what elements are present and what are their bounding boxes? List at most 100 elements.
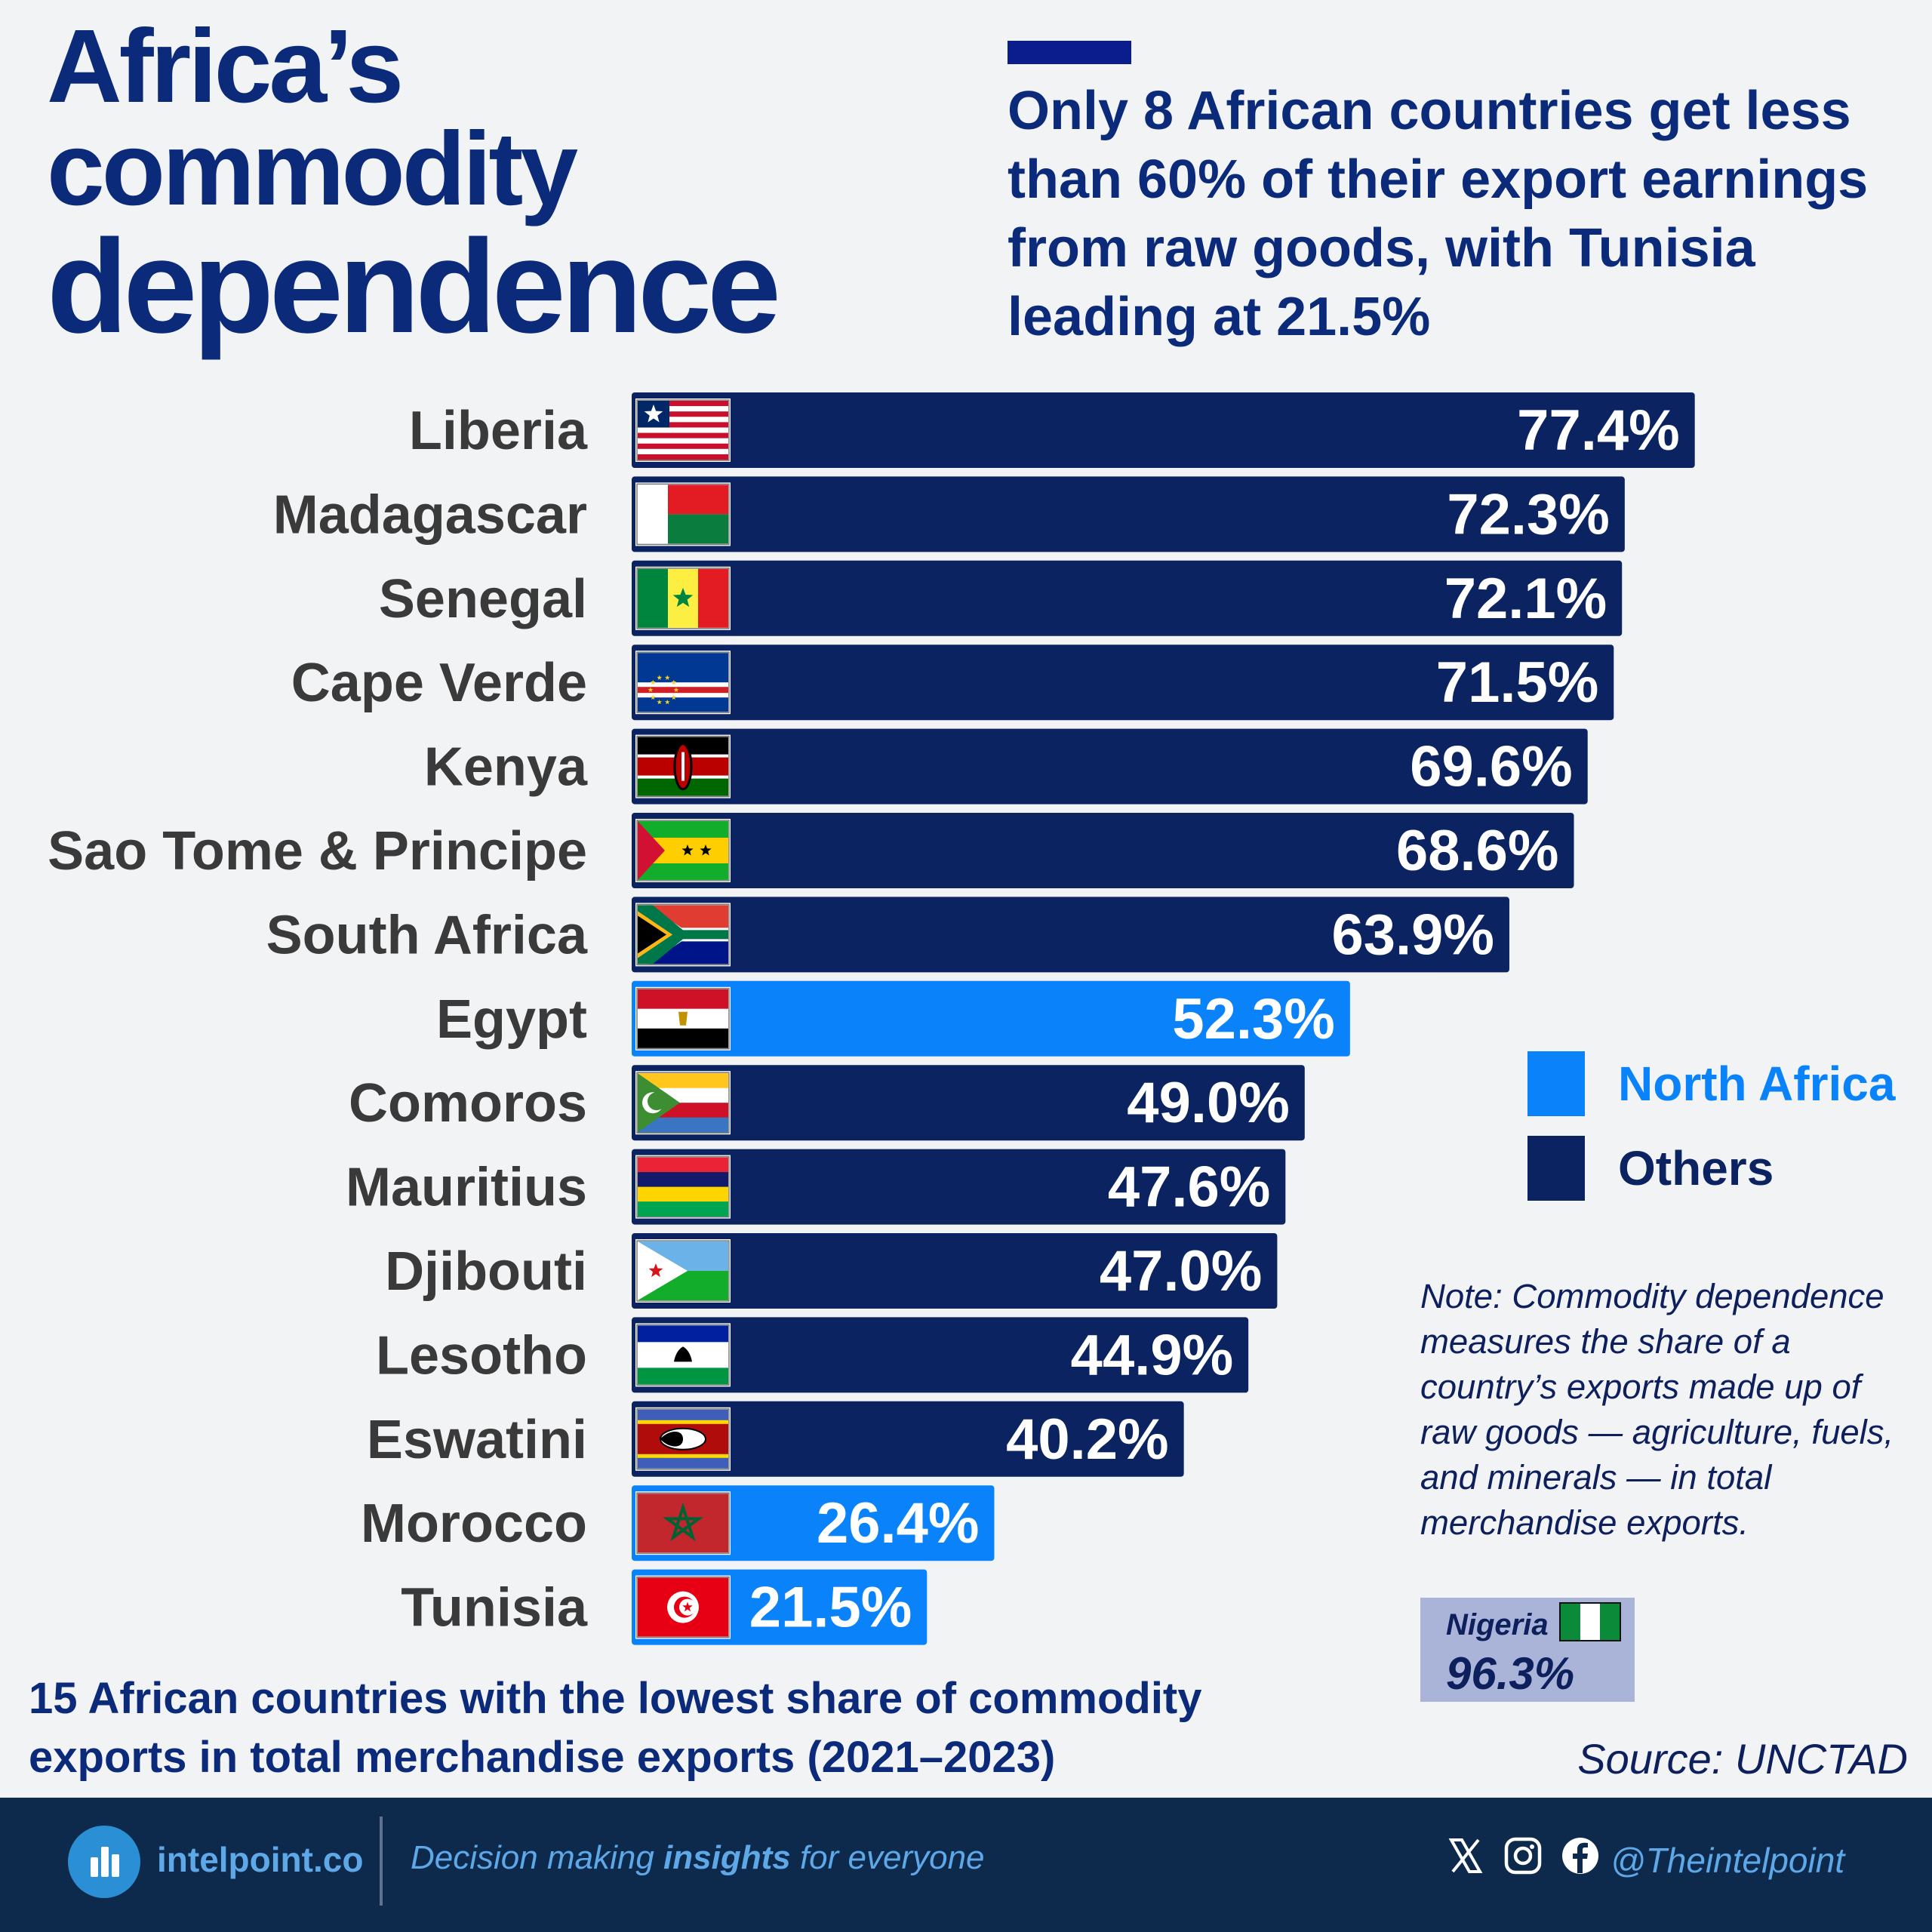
page-title: Africa’s commodity dependence xyxy=(47,14,781,361)
bar-row-eswatini: Eswatini 40.2% xyxy=(367,1401,1184,1477)
value-label-djibouti: 47.0% xyxy=(1100,1239,1263,1303)
sao-tome-flag-icon xyxy=(635,819,731,882)
category-label-liberia: Liberia xyxy=(409,401,588,461)
category-label-tunisia: Tunisia xyxy=(401,1578,588,1638)
nigeria-flag-icon xyxy=(1559,1602,1621,1641)
bar-sao-tome-principe xyxy=(632,813,1574,888)
legend-item-north-africa: North Africa xyxy=(1527,1051,1895,1116)
bar-row-senegal: Senegal 72.1% xyxy=(379,560,1623,636)
cape-verde-flag-icon xyxy=(635,651,731,715)
value-label-lesotho: 44.9% xyxy=(1071,1323,1234,1387)
value-label-south-africa: 63.9% xyxy=(1331,903,1494,967)
x-icon[interactable] xyxy=(1445,1835,1486,1876)
tagline-post: for everyone xyxy=(790,1839,985,1876)
tunisia-flag-icon xyxy=(635,1575,731,1639)
bar-row-liberia: Liberia 77.4% xyxy=(409,392,1695,468)
category-label-madagascar: Madagascar xyxy=(273,485,587,545)
category-label-djibouti: Djibouti xyxy=(385,1241,587,1302)
value-label-eswatini: 40.2% xyxy=(1006,1407,1169,1472)
category-label-egypt: Egypt xyxy=(436,989,587,1050)
value-label-madagascar: 72.3% xyxy=(1447,482,1610,546)
title-line-3: dependence xyxy=(47,213,781,361)
bar-eswatini xyxy=(632,1401,1184,1477)
bar-row-egypt: Egypt 52.3% xyxy=(436,980,1350,1057)
senegal-flag-icon xyxy=(635,566,731,630)
bar-row-comoros: Comoros 49.0% xyxy=(349,1065,1305,1141)
value-label-cape-verde: 71.5% xyxy=(1436,651,1599,715)
comoros-flag-icon xyxy=(635,1071,731,1135)
value-label-sao-tome-principe: 68.6% xyxy=(1396,819,1559,883)
legend-label-north-africa: North Africa xyxy=(1618,1057,1896,1111)
value-label-egypt: 52.3% xyxy=(1172,987,1335,1051)
value-label-senegal: 72.1% xyxy=(1444,567,1607,631)
category-label-lesotho: Lesotho xyxy=(376,1325,587,1386)
egypt-flag-icon xyxy=(635,986,731,1051)
bar-comoros xyxy=(632,1065,1305,1141)
footer-handle[interactable]: @Theintelpoint xyxy=(1611,1841,1845,1880)
category-label-morocco: Morocco xyxy=(361,1494,587,1554)
source-text: Source: UNCTAD xyxy=(1577,1735,1908,1783)
mauritius-flag-icon xyxy=(635,1155,731,1219)
value-label-tunisia: 21.5% xyxy=(749,1576,912,1640)
south-africa-flag-icon xyxy=(635,903,731,967)
category-label-senegal: Senegal xyxy=(379,569,587,629)
category-label-comoros: Comoros xyxy=(349,1073,587,1134)
accent-bar xyxy=(1008,41,1131,64)
nigeria-callout: Nigeria 96.3% xyxy=(1420,1598,1635,1702)
value-label-liberia: 77.4% xyxy=(1517,398,1680,463)
bar-south-africa xyxy=(632,897,1509,973)
bar-row-djibouti: Djibouti 47.0% xyxy=(385,1233,1278,1309)
legend-label-others: Others xyxy=(1618,1141,1774,1195)
tagline-bold: insights xyxy=(663,1839,791,1876)
bar-row-cape-verde: Cape Verde 71.5% xyxy=(291,645,1614,721)
bar-mauritius xyxy=(632,1149,1286,1225)
nigeria-name: Nigeria xyxy=(1446,1608,1549,1641)
kenya-flag-icon xyxy=(635,734,731,798)
value-label-morocco: 26.4% xyxy=(817,1491,980,1555)
chart-caption: 15 African countries with the lowest sha… xyxy=(29,1674,1202,1782)
bar-row-sao-tome-principe: Sao Tome & Principe 68.6% xyxy=(48,813,1574,888)
lesotho-flag-icon xyxy=(635,1323,731,1387)
category-label-sao-tome-principe: Sao Tome & Principe xyxy=(48,821,587,881)
value-label-mauritius: 47.6% xyxy=(1108,1155,1271,1220)
bar-cape-verde xyxy=(632,645,1614,721)
instagram-icon[interactable] xyxy=(1503,1835,1543,1876)
bar-row-lesotho: Lesotho 44.9% xyxy=(376,1317,1249,1393)
bar-madagascar xyxy=(632,476,1625,552)
bar-row-tunisia: Tunisia 21.5% xyxy=(401,1569,928,1645)
bar-senegal xyxy=(632,560,1623,636)
eswatini-flag-icon xyxy=(635,1407,731,1471)
nigeria-value: 96.3% xyxy=(1446,1648,1575,1699)
bar-row-madagascar: Madagascar 72.3% xyxy=(273,476,1625,552)
madagascar-flag-icon xyxy=(635,482,731,546)
subtitle: Only 8 African countries get less than 6… xyxy=(1008,81,1869,347)
bar-chart: Liberia 77.4% Madagascar 72.3% Senegal 72.1% C… xyxy=(48,392,1695,1645)
legend-swatch-north-africa xyxy=(1527,1051,1585,1116)
footer-divider xyxy=(380,1817,383,1906)
tagline-pre: Decision making xyxy=(411,1839,664,1876)
intelpoint-logo-icon xyxy=(68,1826,140,1898)
bar-row-south-africa: South Africa 63.9% xyxy=(266,897,1509,973)
note-text: Note: Commodity dependence measures the … xyxy=(1420,1277,1894,1542)
legend-swatch-others xyxy=(1527,1136,1585,1201)
morocco-flag-icon xyxy=(635,1491,731,1555)
footer-site-link[interactable]: intelpoint.co xyxy=(157,1840,364,1879)
category-label-mauritius: Mauritius xyxy=(346,1158,587,1218)
legend-item-others: Others xyxy=(1527,1136,1895,1201)
liberia-flag-icon xyxy=(635,398,731,462)
value-label-kenya: 69.6% xyxy=(1410,735,1573,799)
title-line-2: commodity xyxy=(47,111,578,227)
bar-row-mauritius: Mauritius 47.6% xyxy=(346,1149,1286,1225)
category-label-kenya: Kenya xyxy=(424,737,588,798)
bar-kenya xyxy=(632,728,1588,804)
bar-djibouti xyxy=(632,1233,1278,1309)
social-icons xyxy=(1445,1835,1617,1876)
bar-row-morocco: Morocco 26.4% xyxy=(361,1485,995,1561)
footer: intelpoint.co Decision making insights f… xyxy=(0,1798,1932,1932)
facebook-icon[interactable] xyxy=(1560,1835,1601,1876)
bar-liberia xyxy=(632,392,1695,468)
legend: North Africa Others xyxy=(1527,1051,1895,1220)
bar-lesotho xyxy=(632,1317,1249,1393)
category-label-eswatini: Eswatini xyxy=(367,1410,587,1470)
footer-tagline: Decision making insights for everyone xyxy=(411,1839,985,1877)
